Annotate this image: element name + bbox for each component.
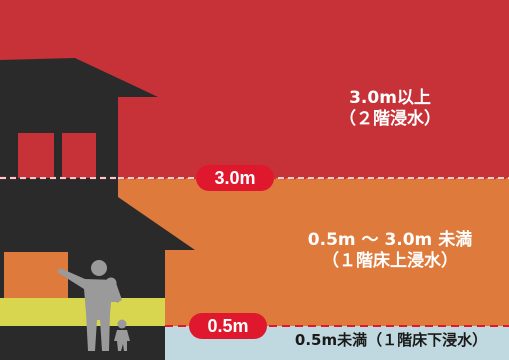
zone-high-label: 3.0m以上 （２階浸水） — [300, 88, 480, 131]
zone-mid-description: （１階床上浸水） — [322, 251, 458, 272]
marker-badge-3m-label: 3.0m — [214, 168, 256, 188]
floor-strip — [0, 298, 165, 326]
adult-body — [57, 268, 122, 351]
carried-child-head — [105, 277, 117, 289]
child-body — [114, 330, 130, 351]
zone-mid-depth: 0.5m ～ 3.0m 未満 — [307, 230, 473, 250]
marker-badge-3m: 3.0m — [196, 165, 274, 191]
zone-high-depth: 3.0m以上 — [349, 88, 431, 108]
child-head — [117, 319, 127, 329]
adult-head — [91, 260, 107, 276]
zone-high-description: （２階浸水） — [339, 109, 441, 130]
carried-child-body — [105, 289, 118, 302]
window-upper-right — [62, 133, 96, 178]
zone-mid-label: 0.5m ～ 3.0m 未満 （１階床上浸水） — [270, 230, 509, 273]
marker-badge-05m: 0.5m — [189, 313, 267, 339]
house-silhouette — [0, 58, 195, 360]
zone-low-description: 0.5m未満（１階床下浸水） — [294, 331, 488, 349]
people-silhouette — [57, 260, 130, 351]
window-upper-left — [18, 133, 54, 178]
zone-low-label: 0.5m未満（１階床下浸水） — [276, 331, 506, 350]
marker-badge-05m-label: 0.5m — [207, 316, 249, 336]
